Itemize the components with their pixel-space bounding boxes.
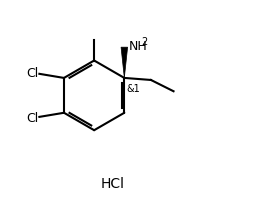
Text: NH: NH <box>128 39 147 52</box>
Text: Cl: Cl <box>26 112 38 125</box>
Text: HCl: HCl <box>101 177 125 191</box>
Text: 2: 2 <box>141 37 147 47</box>
Text: Cl: Cl <box>26 67 38 80</box>
Text: &1: &1 <box>127 84 141 94</box>
Polygon shape <box>121 48 128 79</box>
